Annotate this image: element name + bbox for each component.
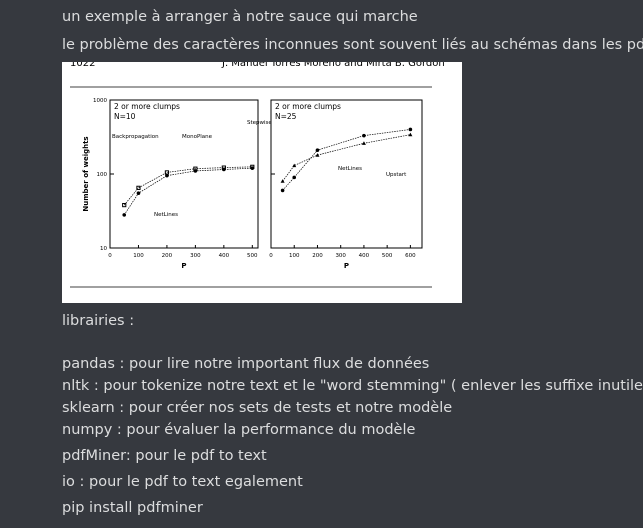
point [280,188,285,193]
annotation: NetLines [338,166,362,172]
series-line [123,167,253,216]
point [136,191,141,196]
y-tick-label: 1000 [93,98,107,104]
running-title: J. Manuel Torres Moreno and Mirta B. Gor… [221,62,445,69]
y-tick-label: 100 [97,172,108,178]
point [315,153,320,157]
point [361,141,366,145]
x-tick-label: 100 [289,253,300,259]
point [280,179,285,183]
point [292,175,297,180]
point [136,185,141,190]
y-tick-label: 10 [100,246,107,252]
message: nltk : pour tokenize notre text et le "w… [62,378,643,394]
series-line [282,129,411,191]
message: sklearn : pour créer nos sets de tests e… [62,400,453,416]
message: le problème des caractères inconnues son… [62,37,643,53]
message: io : pour le pdf to text egalement [62,474,303,490]
x-tick-label: 300 [335,253,346,259]
point [408,132,413,137]
x-tick-label: 200 [162,253,173,259]
attached-image[interactable]: 1022 J. Manuel Torres Moreno and Mirta B… [62,62,462,303]
panel-title: 2 or more clumps [275,102,341,111]
figure: 1022 J. Manuel Torres Moreno and Mirta B… [70,62,445,288]
point [315,148,320,152]
annotation: NetLines [154,212,178,218]
point [408,127,413,132]
x-tick-label: 200 [312,253,323,259]
panel-subtitle: N=25 [275,112,297,121]
x-tick-label: 400 [219,253,230,259]
message: un exemple à arranger à notre sauce qui … [62,9,418,25]
point [193,166,198,171]
message: numpy : pour évaluer la performance du m… [62,422,416,438]
series-line [282,134,411,182]
page-number: 1022 [70,62,95,69]
x-tick-label: 0 [269,253,273,259]
annotation: MonoPlane [182,134,213,140]
message: pip install pdfminer [62,500,203,516]
point [164,170,170,175]
x-tick-label: 500 [382,253,393,259]
x-tick-label: 600 [405,253,416,259]
message: pandas : pour lire notre important flux … [62,356,430,372]
plot-frame [109,99,259,249]
series-line [123,166,253,206]
point [292,163,297,168]
annotation: Backpropagation [112,134,159,140]
point [122,202,127,208]
x-tick-label: 500 [247,253,258,259]
x-tick-label: 0 [108,253,112,259]
y-axis-label: Number of weights [82,136,90,211]
message: librairies : [62,313,135,329]
x-tick-label: 300 [190,253,201,259]
annotation: Stepwise [247,120,272,126]
x-tick-label: 100 [133,253,144,259]
point [250,164,255,169]
point [165,173,169,178]
annotation: Upstart [386,172,407,178]
x-tick-label: 400 [359,253,370,259]
x-axis-label: P [344,262,349,270]
point [362,133,366,138]
panel-title: 2 or more clumps [114,102,180,111]
message: pdfMiner: pour le pdf to text [62,448,267,464]
point [122,213,127,217]
x-axis-label: P [181,262,186,270]
panel-subtitle: N=10 [114,112,136,121]
point [221,165,226,170]
